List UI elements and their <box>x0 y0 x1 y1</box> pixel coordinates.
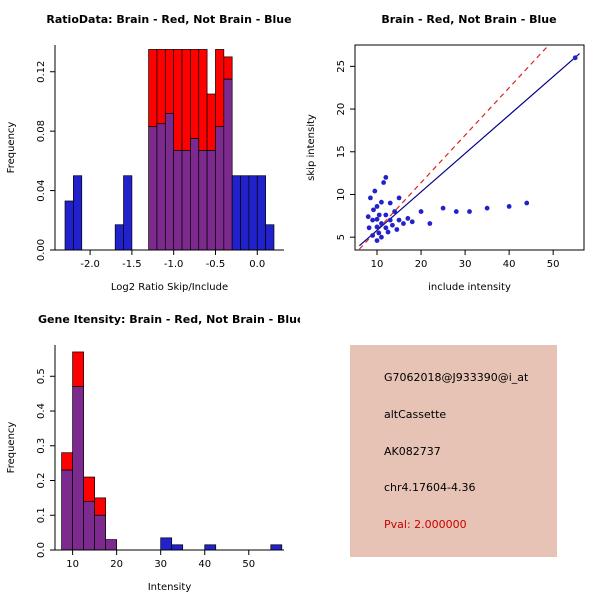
svg-text:Intensity: Intensity <box>148 582 192 593</box>
pval-text: Pval: 2.000000 <box>384 518 467 531</box>
svg-text:0.0: 0.0 <box>249 259 265 270</box>
svg-text:0.2: 0.2 <box>36 473 47 489</box>
svg-text:0.12: 0.12 <box>36 61 47 83</box>
svg-text:0.08: 0.08 <box>36 120 47 142</box>
panel-info: G7062018@J933390@i_at altCassette AK0827… <box>300 300 600 600</box>
svg-text:Frequency: Frequency <box>6 122 17 174</box>
panel-scatter: Brain - Red, Not Brain - Blue 10 20 30 40 50… <box>300 0 600 300</box>
svg-text:0.3: 0.3 <box>36 438 47 454</box>
svg-text:20: 20 <box>415 259 428 270</box>
svg-text:0.0: 0.0 <box>36 542 47 558</box>
probe-id-text: G7062018@J933390@i_at <box>384 371 529 384</box>
svg-text:0.5: 0.5 <box>36 368 47 384</box>
chromosome-location-text: chr4.17604-4.36 <box>384 481 476 495</box>
scatter-plot: 10 20 30 40 50 5 10 15 20 25 include intensity skip… <box>306 44 585 293</box>
svg-text:include intensity: include intensity <box>428 282 511 293</box>
svg-text:20: 20 <box>110 559 123 570</box>
panel-hist-ratio: RatioData: Brain - Red, Not Brain - Blue… <box>0 0 300 300</box>
svg-text:25: 25 <box>336 60 347 73</box>
svg-text:-2.0: -2.0 <box>80 259 100 270</box>
svg-text:50: 50 <box>242 559 255 570</box>
svg-text:0.1: 0.1 <box>36 507 47 523</box>
svg-text:30: 30 <box>154 559 167 570</box>
accession-text: AK082737 <box>384 444 441 458</box>
svg-text:10: 10 <box>66 559 79 570</box>
svg-text:0.04: 0.04 <box>36 179 47 201</box>
svg-text:10: 10 <box>336 188 347 201</box>
svg-text:-0.5: -0.5 <box>206 259 226 270</box>
hist-gene-plot: 10 20 30 40 50 0.0 0.1 0.2 0.3 0.4 0.5 Intensity Fre… <box>6 345 284 593</box>
svg-text:0.00: 0.00 <box>36 239 47 261</box>
event-type-text: altCassette <box>384 407 447 421</box>
svg-text:10: 10 <box>371 259 384 270</box>
svg-text:40: 40 <box>503 259 516 270</box>
svg-text:-1.0: -1.0 <box>164 259 184 270</box>
svg-text:skip intensity: skip intensity <box>306 114 317 181</box>
svg-text:15: 15 <box>336 145 347 158</box>
svg-text:50: 50 <box>547 259 560 270</box>
scatter-title: Brain - Red, Not Brain - Blue <box>381 13 557 26</box>
svg-text:40: 40 <box>198 559 211 570</box>
svg-text:20: 20 <box>336 103 347 116</box>
hist-ratio-plot: -2.0 -1.5 -1.0 -0.5 0.0 0.00 0.04 0.08 0.12 Log2 … <box>6 45 284 293</box>
hist-ratio-title: RatioData: Brain - Red, Not Brain - Blue <box>46 13 292 26</box>
svg-text:Frequency: Frequency <box>6 422 17 474</box>
svg-text:-1.5: -1.5 <box>122 259 142 270</box>
hist-gene-title: Gene Itensity: Brain - Red, Not Brain - … <box>38 313 300 326</box>
svg-text:5: 5 <box>336 234 347 240</box>
panel-hist-gene: Gene Itensity: Brain - Red, Not Brain - … <box>0 300 300 600</box>
info-box: G7062018@J933390@i_at altCassette AK0827… <box>350 345 557 557</box>
svg-text:Log2 Ratio Skip/Include: Log2 Ratio Skip/Include <box>111 282 228 293</box>
svg-text:0.4: 0.4 <box>36 403 47 419</box>
svg-text:30: 30 <box>459 259 472 270</box>
